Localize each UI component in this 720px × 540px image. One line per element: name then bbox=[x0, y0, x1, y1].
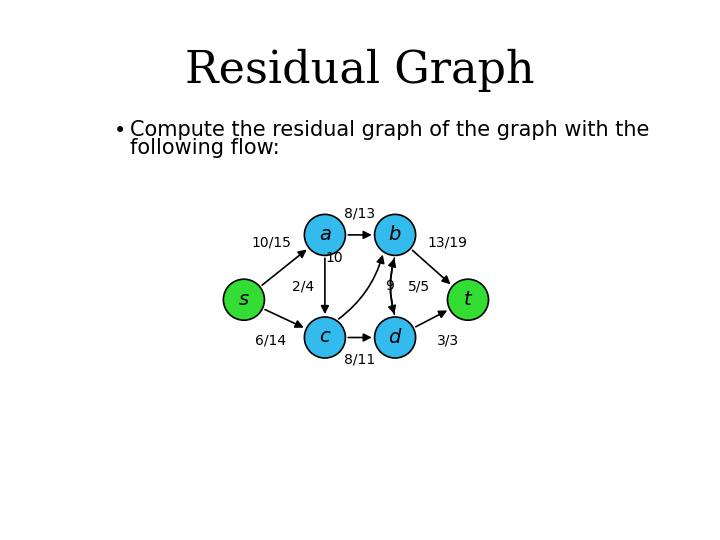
FancyArrowPatch shape bbox=[348, 232, 370, 238]
FancyArrowPatch shape bbox=[262, 251, 305, 285]
FancyArrowPatch shape bbox=[413, 251, 449, 283]
Circle shape bbox=[305, 317, 346, 358]
Text: 8/11: 8/11 bbox=[344, 352, 376, 366]
FancyArrowPatch shape bbox=[338, 256, 384, 319]
Text: 10/15: 10/15 bbox=[251, 236, 291, 250]
Text: 3/3: 3/3 bbox=[437, 333, 459, 347]
FancyArrowPatch shape bbox=[415, 311, 446, 327]
Text: Residual Graph: Residual Graph bbox=[185, 49, 535, 92]
Circle shape bbox=[448, 279, 488, 320]
Text: $s$: $s$ bbox=[238, 291, 250, 309]
FancyArrowPatch shape bbox=[265, 309, 302, 327]
Circle shape bbox=[305, 214, 346, 255]
Text: 9: 9 bbox=[385, 279, 394, 293]
Text: 2/4: 2/4 bbox=[292, 279, 315, 293]
Text: 13/19: 13/19 bbox=[428, 236, 468, 250]
Text: 5/5: 5/5 bbox=[408, 279, 430, 293]
Circle shape bbox=[374, 214, 415, 255]
Text: $a$: $a$ bbox=[318, 226, 331, 244]
Text: 10: 10 bbox=[325, 251, 343, 265]
FancyArrowPatch shape bbox=[348, 334, 370, 341]
Text: $b$: $b$ bbox=[388, 225, 402, 245]
Text: •: • bbox=[114, 122, 127, 141]
Circle shape bbox=[223, 279, 264, 320]
FancyArrowPatch shape bbox=[389, 260, 395, 314]
Text: 8/13: 8/13 bbox=[344, 206, 376, 220]
Text: $c$: $c$ bbox=[319, 328, 331, 347]
Text: following flow:: following flow: bbox=[130, 138, 280, 158]
FancyArrowPatch shape bbox=[389, 258, 395, 313]
FancyArrowPatch shape bbox=[322, 258, 328, 312]
Text: 6/14: 6/14 bbox=[256, 333, 287, 347]
Text: $t$: $t$ bbox=[463, 291, 473, 309]
Text: Compute the residual graph of the graph with the: Compute the residual graph of the graph … bbox=[130, 120, 650, 140]
Circle shape bbox=[374, 317, 415, 358]
Text: $d$: $d$ bbox=[388, 328, 402, 347]
